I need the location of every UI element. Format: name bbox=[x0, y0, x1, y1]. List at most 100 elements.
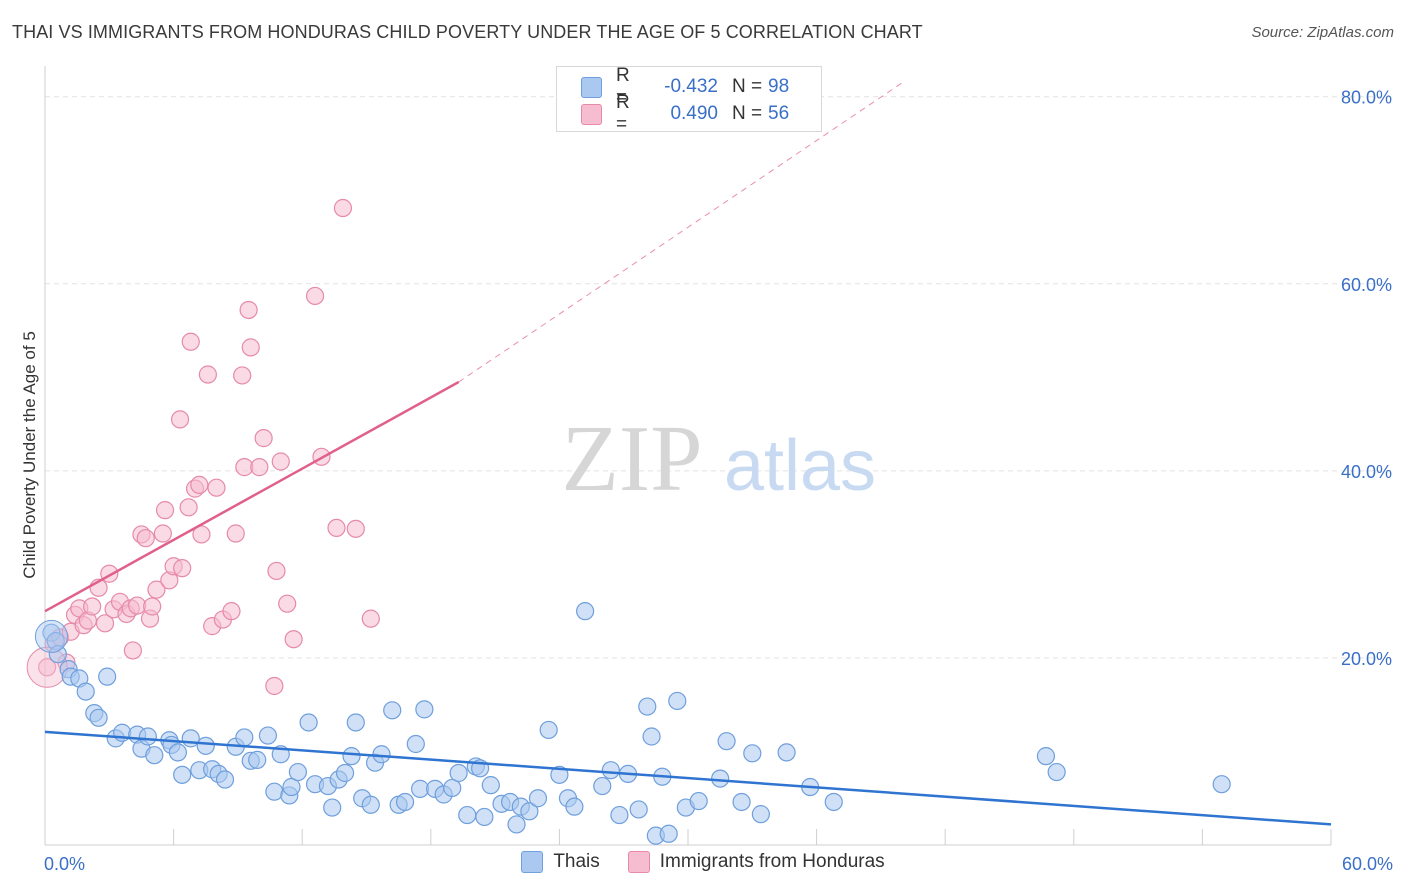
thai-point bbox=[168, 743, 187, 762]
honduras-point bbox=[173, 559, 192, 578]
thai-point bbox=[282, 777, 301, 797]
thai-point bbox=[372, 745, 391, 764]
honduras-point bbox=[207, 478, 226, 497]
r-value: -0.432 bbox=[664, 76, 718, 97]
y-tick-label: 80.0% bbox=[1341, 88, 1392, 108]
y-tick-label: 40.0% bbox=[1341, 462, 1392, 482]
thai-point bbox=[265, 782, 284, 801]
thai-point bbox=[481, 776, 500, 795]
honduras-point bbox=[128, 596, 147, 615]
legend-item-thais[interactable]: Thais bbox=[521, 851, 600, 873]
honduras-point bbox=[143, 597, 162, 616]
thai-point bbox=[248, 750, 267, 769]
thai-point bbox=[383, 701, 402, 720]
thai-point bbox=[443, 778, 462, 798]
honduras-point bbox=[254, 429, 273, 448]
honduras-swatch bbox=[581, 103, 602, 125]
n-value: 56 bbox=[768, 103, 790, 124]
honduras-point bbox=[361, 609, 380, 628]
honduras-point bbox=[250, 458, 269, 477]
thai-point bbox=[689, 791, 708, 811]
honduras-point bbox=[181, 332, 200, 351]
thai-point bbox=[475, 807, 494, 827]
watermark: ZIP atlas bbox=[562, 407, 877, 511]
thai-point bbox=[395, 792, 415, 812]
thai-point bbox=[751, 805, 770, 824]
thai-point bbox=[196, 736, 215, 755]
thai-point bbox=[235, 728, 254, 747]
thai-point bbox=[565, 797, 584, 816]
thai-point bbox=[76, 682, 95, 701]
thai-point bbox=[449, 763, 468, 783]
x-tick-label-min: 0.0% bbox=[44, 854, 85, 874]
honduras-point bbox=[222, 602, 241, 621]
legend-row-thai: R = -0.432 N = 98 bbox=[581, 65, 790, 108]
r-value: 0.490 bbox=[670, 103, 718, 124]
honduras-point bbox=[95, 614, 115, 633]
thai-point bbox=[98, 667, 117, 686]
n-label: N = bbox=[732, 76, 763, 97]
thai-point bbox=[299, 713, 318, 732]
tick-labels: 20.0% 40.0% 60.0% 80.0% 0.0% 60.0% bbox=[44, 88, 1393, 874]
thai-point bbox=[610, 805, 629, 825]
r-label: R = bbox=[616, 65, 630, 108]
thai-point bbox=[346, 713, 365, 732]
n-label: N = bbox=[732, 103, 763, 124]
honduras-point bbox=[179, 498, 198, 517]
y-tick-label: 60.0% bbox=[1341, 275, 1392, 295]
axes bbox=[44, 66, 1332, 846]
thai-point bbox=[717, 732, 736, 751]
honduras-point bbox=[333, 198, 353, 218]
thai-point bbox=[215, 770, 235, 789]
thai-point bbox=[323, 798, 342, 817]
thai-point bbox=[173, 765, 192, 784]
thai-point bbox=[528, 789, 548, 808]
honduras-trend-extension bbox=[458, 82, 903, 383]
honduras-point bbox=[278, 594, 297, 613]
thai-point bbox=[743, 744, 762, 763]
honduras-point bbox=[226, 524, 245, 543]
honduras-point bbox=[327, 518, 346, 538]
thai-point bbox=[415, 700, 434, 719]
thai-point bbox=[777, 743, 796, 762]
honduras-point bbox=[239, 300, 258, 320]
honduras-point bbox=[198, 365, 217, 384]
honduras-point bbox=[190, 475, 209, 494]
thai-point bbox=[458, 805, 477, 825]
honduras-points bbox=[26, 198, 380, 696]
honduras-point bbox=[284, 630, 303, 649]
series-legend: Thais Immigrants from Honduras bbox=[0, 851, 1406, 873]
legend-item-honduras[interactable]: Immigrants from Honduras bbox=[627, 851, 885, 873]
honduras-point bbox=[136, 529, 155, 548]
chart-title: THAI VS IMMIGRANTS FROM HONDURAS CHILD P… bbox=[12, 22, 923, 42]
honduras-point bbox=[265, 676, 284, 696]
r-label: R = bbox=[616, 92, 630, 135]
honduras-point bbox=[38, 658, 57, 677]
thai-point bbox=[288, 762, 308, 782]
thai-point bbox=[732, 792, 751, 812]
thai-point bbox=[520, 802, 539, 821]
thai-point bbox=[507, 815, 526, 834]
thai-point bbox=[601, 761, 620, 780]
honduras-point bbox=[123, 641, 142, 660]
thai-point bbox=[406, 734, 425, 754]
thai-point bbox=[642, 727, 661, 746]
honduras-point bbox=[153, 524, 172, 543]
legend-label-honduras: Immigrants from Honduras bbox=[659, 851, 885, 872]
thai-point bbox=[1047, 762, 1066, 782]
thai-point bbox=[668, 691, 687, 711]
thai-point bbox=[145, 746, 164, 765]
watermark-atlas: atlas bbox=[724, 426, 876, 506]
thai-point bbox=[48, 645, 67, 664]
correlation-legend: R = -0.432 N = 98 R = 0.490 N = 56 bbox=[556, 65, 822, 135]
honduras-swatch bbox=[627, 851, 650, 873]
thai-point bbox=[342, 747, 361, 766]
honduras-point bbox=[267, 561, 286, 581]
thai-point bbox=[138, 727, 157, 746]
honduras-point bbox=[346, 519, 365, 538]
y-tick-label: 20.0% bbox=[1341, 649, 1392, 669]
thai-point bbox=[335, 763, 355, 783]
n-value: 98 bbox=[768, 76, 790, 97]
honduras-point bbox=[305, 286, 325, 306]
